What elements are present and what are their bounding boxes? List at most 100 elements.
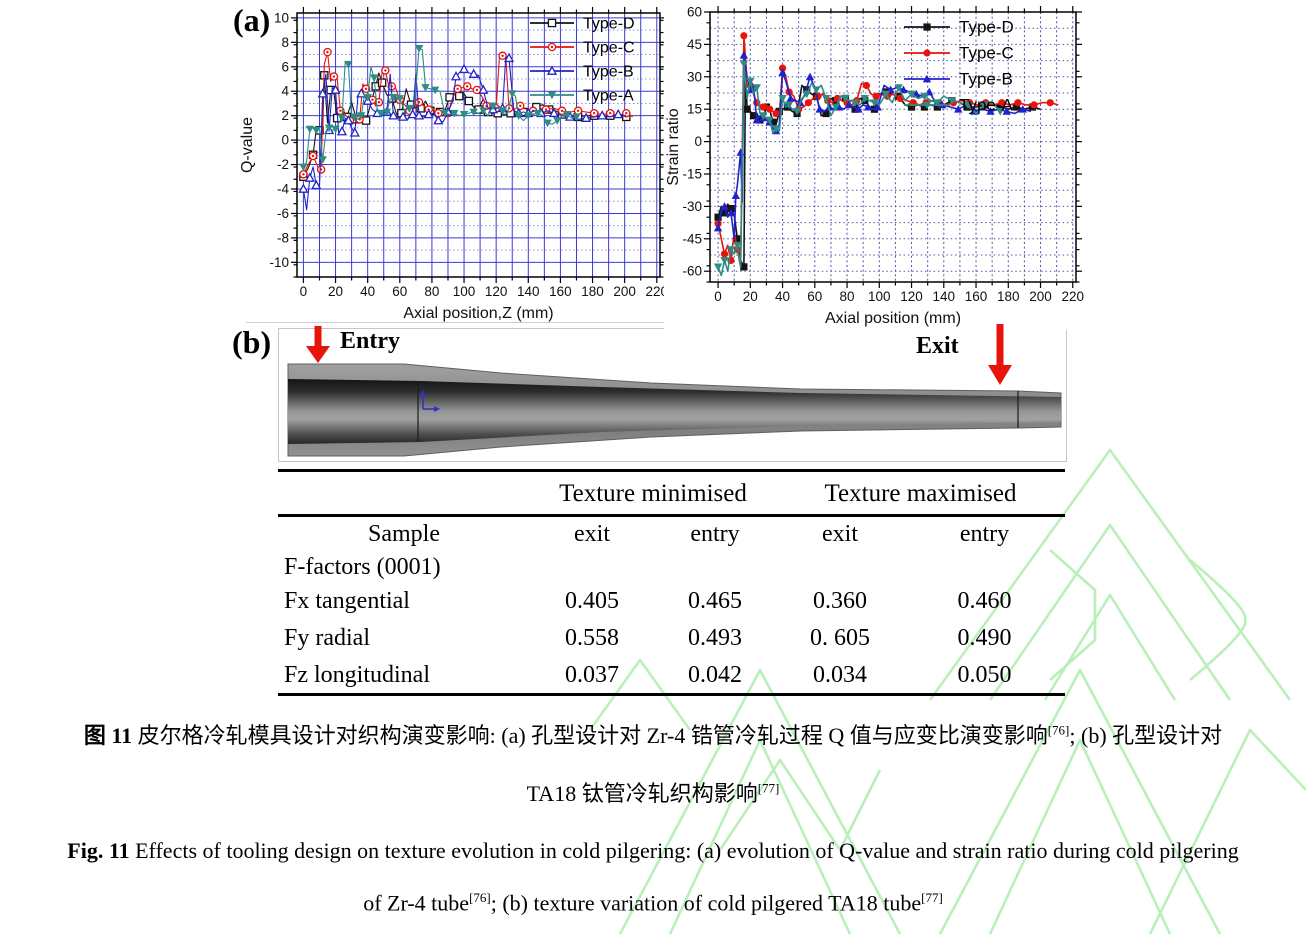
svg-text:45: 45 xyxy=(687,37,702,52)
caption-en-figure-number: Fig. 11 xyxy=(67,838,130,863)
row-label-fz: Fz longitudinal xyxy=(284,661,430,688)
exit-arrow-icon xyxy=(988,324,1012,391)
svg-text:Type-C: Type-C xyxy=(583,40,635,57)
svg-text:200: 200 xyxy=(613,284,636,299)
svg-text:Type-B: Type-B xyxy=(959,70,1013,89)
fy-min-exit: 0.558 xyxy=(565,624,619,651)
svg-text:60: 60 xyxy=(392,284,407,299)
svg-text:-15: -15 xyxy=(682,167,702,182)
svg-text:160: 160 xyxy=(549,284,572,299)
table-row-fx: Fx tangential 0.405 0.465 0.360 0.460 xyxy=(278,582,1065,619)
svg-text:80: 80 xyxy=(840,289,855,304)
exit-label: Exit xyxy=(916,333,959,359)
panel-b-label: (b) xyxy=(232,324,272,360)
x-axis-title: Axial position (mm) xyxy=(825,310,961,327)
row-label-fy: Fy radial xyxy=(284,624,370,651)
fx-max-exit: 0.360 xyxy=(813,587,867,614)
row-label-fx: Fx tangential xyxy=(284,587,410,614)
col-header-entry-1: entry xyxy=(690,521,740,547)
svg-text:40: 40 xyxy=(360,284,375,299)
svg-text:60: 60 xyxy=(807,289,822,304)
strain-ratio-chart: 0 20 40 60 80 100 120 140 160 180 200 220 -60 -45 -30 -… xyxy=(664,0,1106,330)
entry-label: Entry xyxy=(340,328,400,354)
fx-min-entry: 0.465 xyxy=(688,587,742,614)
svg-text:10: 10 xyxy=(274,10,289,25)
q-value-plot: 0 20 40 60 80 100 120 140 160 180 200 220-10-8-6-4-… xyxy=(230,0,668,322)
caption-zh-line1: 图 11 皮尔格冷轧模具设计对织构演变影响: (a) 孔型设计对 Zr-4 锆管… xyxy=(83,722,1223,748)
fy-max-exit: 0. 605 xyxy=(810,624,870,651)
tick-labels: 0 20 40 60 80 100 120 140 160 180 200 220-10-8-6-4-… xyxy=(269,10,668,299)
grid-lines xyxy=(297,13,660,277)
table-rule-top xyxy=(278,469,1065,472)
svg-text:Type-D: Type-D xyxy=(959,18,1014,37)
reference-76: [76] xyxy=(1047,722,1070,738)
watermark-pattern xyxy=(588,448,1306,934)
svg-text:0: 0 xyxy=(694,134,702,149)
svg-text:120: 120 xyxy=(900,289,923,304)
legend: Type-D Type-C Type-B Type-A xyxy=(904,18,1014,115)
svg-text:Type-D: Type-D xyxy=(583,16,635,33)
section-label-f-factors: F-factors (0001) xyxy=(284,553,441,580)
svg-text:80: 80 xyxy=(424,284,439,299)
panel-a-label: (a) xyxy=(233,2,271,38)
fy-min-entry: 0.493 xyxy=(688,624,742,651)
svg-text:60: 60 xyxy=(687,5,702,20)
svg-text:Type-A: Type-A xyxy=(583,88,634,105)
table-rule-bottom xyxy=(278,693,1065,696)
svg-text:Type-C: Type-C xyxy=(959,44,1014,63)
table-subheader-row: Sample exit entry exit entry xyxy=(278,517,1065,551)
legend: Type-D Type-C Type-B Type-A xyxy=(530,16,635,105)
entry-arrow-icon xyxy=(306,326,330,369)
svg-text:4: 4 xyxy=(281,84,289,99)
svg-text:6: 6 xyxy=(281,59,289,74)
y-axis-title: Strain ratio xyxy=(665,108,682,185)
svg-text:200: 200 xyxy=(1029,289,1052,304)
svg-text:-6: -6 xyxy=(277,206,289,221)
data-series xyxy=(298,45,633,211)
fz-max-entry: 0.050 xyxy=(957,661,1012,688)
svg-text:20: 20 xyxy=(328,284,343,299)
svg-text:-2: -2 xyxy=(277,157,289,172)
svg-text:-60: -60 xyxy=(682,264,702,279)
f-factors-table: Texture minimised Texture maximised Samp… xyxy=(278,469,1065,696)
fy-max-entry: 0.490 xyxy=(957,624,1012,651)
x-axis-title: Axial position,Z (mm) xyxy=(403,305,553,322)
svg-text:-10: -10 xyxy=(269,255,289,270)
caption-en-line2: of Zr-4 tube[76]; (b) texture variation … xyxy=(363,890,943,916)
reference-77-en: [77] xyxy=(921,890,943,905)
svg-text:30: 30 xyxy=(687,69,702,84)
svg-text:120: 120 xyxy=(485,284,508,299)
svg-text:2: 2 xyxy=(281,108,289,123)
table-row-fy: Fy radial 0.558 0.493 0. 605 0.490 xyxy=(278,619,1065,656)
strain-ratio-plot: 0 20 40 60 80 100 120 140 160 180 200 220 -60 -45 -30 -… xyxy=(664,0,1106,330)
svg-text:100: 100 xyxy=(868,289,891,304)
svg-text:0: 0 xyxy=(300,284,308,299)
axis-ticks xyxy=(291,7,666,283)
svg-text:180: 180 xyxy=(997,289,1020,304)
fz-min-exit: 0.037 xyxy=(565,661,619,688)
svg-text:20: 20 xyxy=(743,289,758,304)
svg-text:0: 0 xyxy=(714,289,722,304)
table-section-row: F-factors (0001) xyxy=(278,551,1065,582)
svg-text:220: 220 xyxy=(646,284,668,299)
svg-text:-8: -8 xyxy=(277,230,289,245)
tick-labels: 0 20 40 60 80 100 120 140 160 180 200 220 -60 -45 -30 -… xyxy=(682,5,1084,305)
caption-en-line1: Fig. 11 Effects of tooling design on tex… xyxy=(67,838,1239,863)
axis-marker-icon xyxy=(420,390,440,412)
fz-min-entry: 0.042 xyxy=(688,661,742,688)
svg-text:140: 140 xyxy=(517,284,540,299)
grid-lines xyxy=(710,11,1076,282)
svg-text:220: 220 xyxy=(1062,289,1085,304)
reference-77: [77] xyxy=(757,780,780,796)
col-header-sample: Sample xyxy=(368,521,440,547)
svg-text:160: 160 xyxy=(965,289,988,304)
table-row-fz: Fz longitudinal 0.037 0.042 0.034 0.050 xyxy=(278,656,1065,693)
svg-text:Type-B: Type-B xyxy=(583,64,634,81)
svg-text:100: 100 xyxy=(453,284,476,299)
svg-text:0: 0 xyxy=(281,133,289,148)
reference-76-en: [76] xyxy=(469,890,491,905)
axis-ticks xyxy=(704,6,1082,288)
fz-max-exit: 0.034 xyxy=(813,661,867,688)
svg-text:15: 15 xyxy=(687,102,702,117)
plot-frame xyxy=(709,11,1077,283)
